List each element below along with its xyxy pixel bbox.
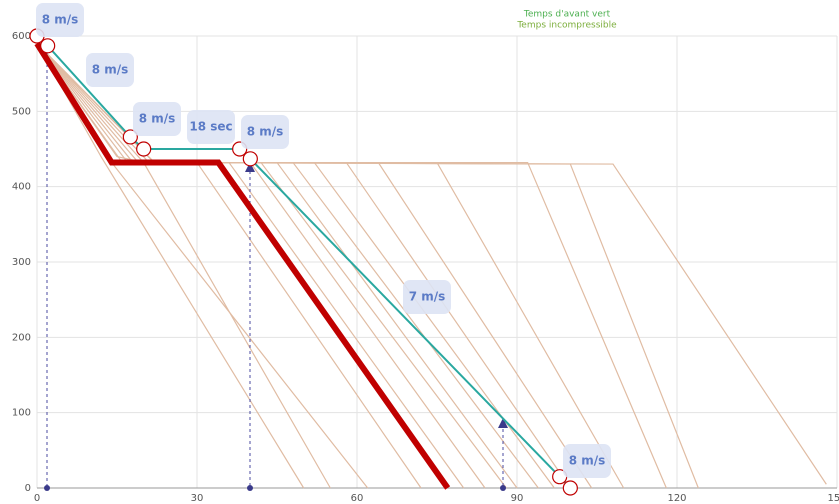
badge — [133, 102, 181, 136]
annotation: 8 m/s — [92, 63, 129, 77]
axis-dot — [247, 485, 253, 491]
x-tick-label: 60 — [351, 493, 364, 504]
x-tick-label: 0 — [34, 493, 40, 504]
badge — [187, 110, 235, 144]
line — [36, 35, 572, 489]
axis-dot — [500, 485, 506, 491]
line — [34, 41, 451, 490]
badge — [403, 280, 451, 314]
badge — [36, 3, 84, 37]
axis-dot — [44, 485, 50, 491]
arrow — [498, 418, 508, 428]
y-tick-label: 200 — [12, 332, 31, 343]
annotation: 8 m/s — [247, 125, 284, 139]
legend-label: Temps d'avant vert — [523, 10, 611, 20]
x-tick-label: 120 — [667, 493, 686, 504]
annotation: 18 sec — [189, 120, 232, 134]
marker — [40, 38, 56, 54]
line — [36, 43, 518, 489]
line — [36, 43, 827, 485]
annotation: 8 m/s — [139, 112, 176, 126]
marker — [122, 129, 138, 145]
y-tick-label: 300 — [12, 257, 31, 268]
y-tick-label: 0 — [25, 483, 31, 494]
annotation: 8 m/s — [569, 454, 606, 468]
x-tick-label: 150 — [827, 493, 839, 504]
badge — [563, 444, 611, 478]
x-tick-label: 30 — [191, 493, 204, 504]
line — [36, 43, 667, 489]
arrow — [245, 162, 255, 172]
marker — [242, 151, 258, 167]
line — [36, 43, 625, 489]
marker — [562, 480, 578, 496]
x-tick-label: 90 — [511, 493, 524, 504]
line — [36, 43, 555, 489]
badge — [86, 53, 134, 87]
y-tick-label: 400 — [12, 182, 31, 193]
annotation: 7 m/s — [409, 290, 446, 304]
marker — [136, 141, 152, 157]
y-tick-label: 500 — [12, 106, 31, 117]
y-tick-label: 100 — [12, 408, 31, 419]
legend-label: Temps incompressible — [516, 21, 617, 31]
annotation: 8 m/s — [42, 13, 79, 27]
y-tick-label: 600 — [12, 31, 31, 42]
badge — [241, 115, 289, 149]
line — [36, 43, 593, 489]
